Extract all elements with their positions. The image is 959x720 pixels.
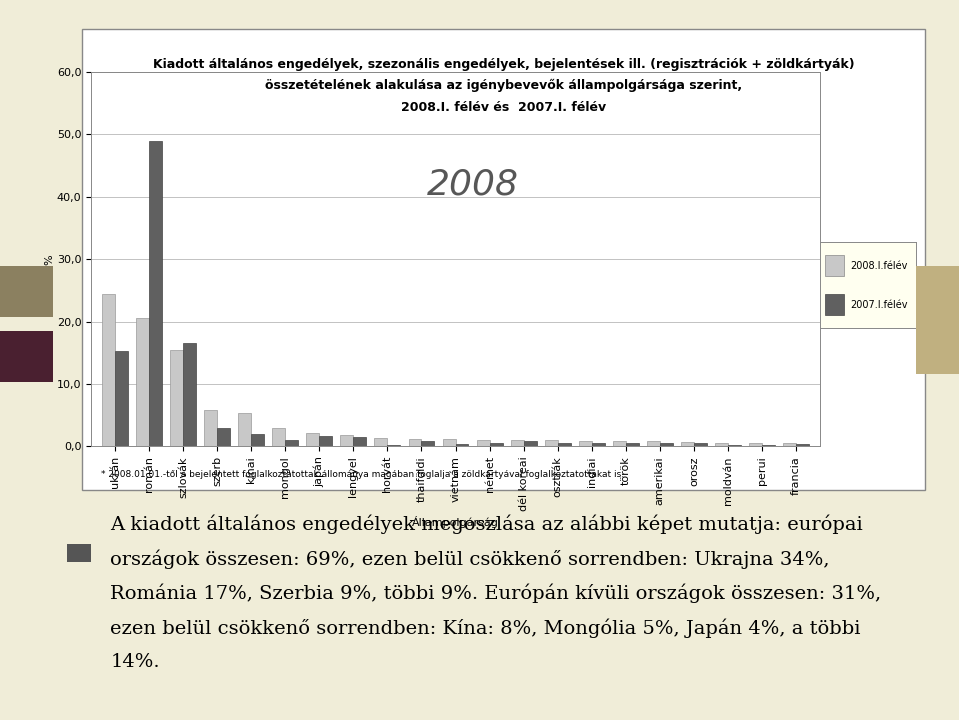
Text: országok összesen: 69%, ezen belül csökkenő sorrendben: Ukrajna 34%,: országok összesen: 69%, ezen belül csökk… xyxy=(110,549,830,569)
Text: 2008.I. félév és  2007.I. félév: 2008.I. félév és 2007.I. félév xyxy=(401,101,606,114)
Text: 2008.I.félév: 2008.I.félév xyxy=(851,261,908,271)
Bar xyxy=(558,444,571,446)
Bar xyxy=(796,444,809,446)
Bar xyxy=(749,444,762,446)
Bar xyxy=(102,294,115,446)
Bar xyxy=(626,444,639,446)
Bar xyxy=(681,442,694,446)
Text: ezen belül csökkenő sorrendben: Kína: 8%, Mongólia 5%, Japán 4%, a többi: ezen belül csökkenő sorrendben: Kína: 8%… xyxy=(110,618,861,638)
Bar xyxy=(285,439,298,446)
Bar xyxy=(762,444,775,446)
Bar xyxy=(204,410,217,446)
Bar xyxy=(694,444,707,446)
Bar xyxy=(825,255,844,276)
Bar xyxy=(387,445,400,446)
Bar xyxy=(272,428,285,446)
Text: Románia 17%, Szerbia 9%, többi 9%. Európán kívüli országok összesen: 31%,: Románia 17%, Szerbia 9%, többi 9%. Európ… xyxy=(110,584,881,603)
Bar xyxy=(238,413,251,446)
Bar xyxy=(183,343,196,446)
Bar xyxy=(728,444,741,446)
Bar xyxy=(136,318,149,446)
Bar xyxy=(511,440,524,446)
Bar xyxy=(613,441,626,446)
Bar xyxy=(374,438,387,446)
Bar xyxy=(660,444,673,446)
Bar xyxy=(149,140,162,446)
Bar xyxy=(353,437,366,446)
Bar xyxy=(306,433,319,446)
Bar xyxy=(340,435,353,446)
Bar xyxy=(825,294,844,315)
Bar xyxy=(784,444,796,446)
Bar xyxy=(115,351,128,446)
Bar xyxy=(443,439,456,446)
Bar xyxy=(217,428,230,446)
Bar xyxy=(579,441,592,446)
X-axis label: Állampolgárság: Állampolgárság xyxy=(412,516,499,528)
Text: Kiadott általános engedélyek, szezonális engedélyek, bejelentések ill. (regisztr: Kiadott általános engedélyek, szezonális… xyxy=(152,58,854,71)
Bar xyxy=(319,436,332,446)
Bar xyxy=(524,441,537,446)
Text: 2008: 2008 xyxy=(427,167,519,202)
Text: 2007.I.félév: 2007.I.félév xyxy=(851,300,908,310)
Text: összetételének alakulása az igénybevevők állampolgársága szerint,: összetételének alakulása az igénybevevők… xyxy=(265,79,742,92)
Bar xyxy=(647,441,660,446)
Bar xyxy=(545,440,558,446)
Bar xyxy=(170,350,183,446)
Bar xyxy=(251,434,264,446)
Text: A kiadott általános engedélyek megoszlása az alábbi képet mutatja: európai: A kiadott általános engedélyek megoszlás… xyxy=(110,515,863,534)
Bar xyxy=(715,443,728,446)
Text: * 2008.01.01.-től a bejelentett foglalkoztatottak állománya magában foglalja a z: * 2008.01.01.-től a bejelentett foglalko… xyxy=(101,469,623,479)
Bar xyxy=(477,440,490,446)
Bar xyxy=(421,441,434,446)
Bar xyxy=(490,444,503,446)
Bar xyxy=(456,444,468,446)
Y-axis label: %: % xyxy=(44,254,54,264)
Bar xyxy=(409,439,421,446)
Bar xyxy=(592,444,605,446)
Text: 14%.: 14%. xyxy=(110,653,160,671)
